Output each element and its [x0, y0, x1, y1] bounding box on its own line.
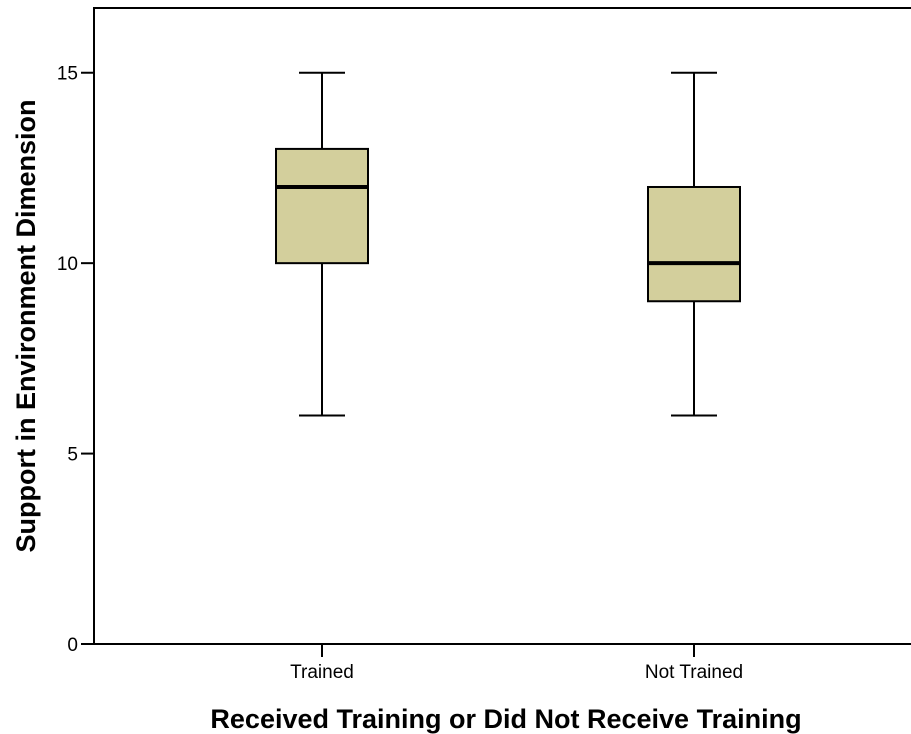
- iqr-box: [647, 185, 741, 303]
- x-axis: Trained Not Trained: [290, 644, 743, 683]
- y-tick-label: 10: [57, 254, 78, 275]
- y-axis-title: Support in Environment Dimension: [11, 99, 41, 552]
- x-tick-label: Trained: [290, 662, 354, 683]
- iqr-box: [275, 147, 369, 265]
- y-axis: 0 5 10 15: [57, 64, 94, 656]
- plot-frame: [93, 7, 911, 645]
- box-series: [275, 71, 741, 417]
- y-tick-label: 5: [67, 445, 78, 466]
- box-group: [275, 71, 369, 417]
- y-tick-label: 15: [57, 64, 78, 85]
- y-tick-label: 0: [67, 635, 78, 656]
- box-group: [647, 71, 741, 417]
- x-tick-label: Not Trained: [645, 662, 743, 683]
- x-axis-title: Received Training or Did Not Receive Tra…: [210, 704, 801, 734]
